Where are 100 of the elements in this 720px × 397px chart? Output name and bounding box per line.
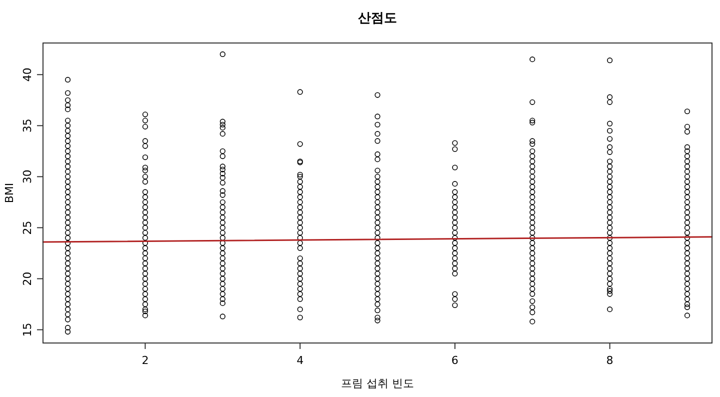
point (606, 149, 613, 155)
point (530, 214, 536, 220)
point (530, 230, 536, 236)
point (297, 245, 303, 251)
point (142, 230, 148, 236)
point (297, 276, 303, 282)
point (142, 281, 148, 287)
point (452, 230, 458, 236)
point (64, 260, 71, 266)
point (684, 153, 690, 160)
point (142, 312, 148, 318)
point (220, 250, 226, 256)
point (684, 230, 690, 236)
point (374, 250, 380, 256)
point (530, 174, 536, 180)
point (684, 256, 690, 262)
point (220, 300, 226, 306)
point (64, 301, 71, 308)
point (142, 224, 148, 230)
point (64, 291, 71, 297)
point (220, 230, 226, 236)
point (64, 276, 71, 282)
point (606, 235, 613, 241)
point (452, 181, 458, 187)
point (452, 194, 458, 200)
point (530, 199, 536, 205)
point (297, 224, 303, 230)
point (530, 310, 536, 316)
point (684, 291, 690, 297)
point (297, 210, 303, 216)
point (142, 308, 148, 314)
point (374, 220, 380, 226)
point (452, 146, 458, 152)
point (452, 220, 458, 226)
point (142, 256, 148, 262)
point (142, 214, 148, 220)
point (297, 281, 303, 287)
point (530, 318, 536, 324)
point (684, 168, 690, 174)
point (297, 184, 303, 190)
point (684, 214, 690, 220)
point (684, 250, 690, 256)
point (374, 314, 380, 320)
point (684, 281, 690, 287)
point (374, 296, 380, 302)
point (374, 235, 380, 241)
point (606, 256, 613, 262)
point (374, 131, 380, 137)
point (684, 128, 690, 135)
point (452, 189, 458, 195)
point (374, 210, 380, 216)
point (64, 270, 71, 276)
point (530, 245, 536, 251)
point (64, 153, 71, 160)
point (530, 291, 536, 297)
point (684, 286, 690, 292)
point (297, 230, 303, 236)
point (606, 240, 613, 246)
point (142, 143, 148, 149)
point (64, 148, 71, 154)
point (64, 128, 71, 134)
point (220, 166, 226, 172)
point (530, 178, 536, 185)
point (142, 260, 148, 266)
point (684, 189, 690, 195)
point (452, 164, 458, 170)
point (530, 204, 536, 210)
x-tick-label: 4 (296, 354, 304, 367)
point (64, 184, 71, 190)
point (530, 153, 536, 160)
point (64, 204, 71, 210)
point (297, 266, 303, 272)
point (142, 168, 148, 174)
point (452, 302, 458, 308)
point (374, 194, 380, 200)
point (220, 153, 226, 160)
point (606, 291, 613, 297)
point (374, 189, 380, 195)
point (142, 174, 148, 180)
point (530, 270, 536, 276)
point (606, 136, 613, 142)
point (606, 128, 613, 134)
point (220, 286, 226, 292)
point (142, 296, 148, 302)
point (530, 235, 536, 241)
point (530, 141, 536, 147)
point (220, 118, 226, 124)
point (64, 76, 71, 83)
point (142, 276, 148, 282)
point (684, 296, 690, 302)
point (530, 118, 536, 124)
point (374, 286, 380, 292)
point (684, 224, 690, 230)
point (374, 138, 380, 144)
point (220, 314, 226, 320)
point (64, 224, 71, 230)
chart-title: 산점도 (358, 11, 397, 26)
y-tick-label: 20 (21, 272, 34, 286)
point (220, 170, 226, 176)
point (606, 270, 613, 276)
